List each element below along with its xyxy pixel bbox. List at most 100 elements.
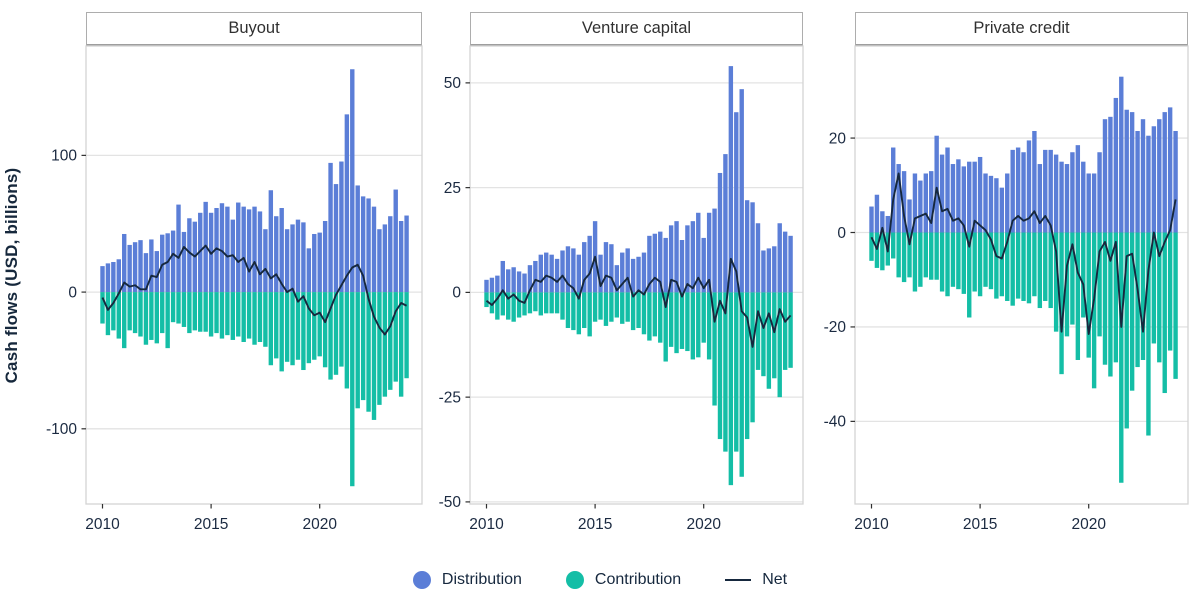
bar [511, 292, 516, 322]
bar [717, 292, 723, 440]
bar [744, 200, 750, 293]
bar [1113, 232, 1119, 363]
bar [495, 292, 500, 320]
bar [1010, 149, 1015, 233]
bar [901, 171, 907, 233]
bar [907, 232, 912, 278]
bar [712, 208, 717, 293]
bar [1162, 232, 1167, 394]
bar [344, 292, 350, 389]
bar [538, 254, 543, 293]
bar [739, 292, 744, 477]
x-tick-label: 2010 [85, 516, 120, 533]
bar [1102, 119, 1108, 233]
y-tick-label: 0 [452, 285, 461, 302]
bar [495, 275, 500, 293]
bar [1119, 232, 1124, 483]
legend-label: Distribution [441, 571, 522, 588]
bar [647, 292, 652, 341]
bar [360, 292, 366, 401]
panel-buyout: Buyout 100 0 -100 2010 2015 2020 [38, 0, 423, 545]
legend-item-contribution: Contribution [565, 571, 681, 589]
y-tick-label: -50 [439, 494, 462, 511]
bar [869, 206, 874, 233]
bar [284, 229, 290, 293]
bar [500, 260, 505, 293]
bar [301, 292, 306, 371]
bar [1167, 232, 1173, 351]
bar [929, 171, 934, 233]
bar [1015, 232, 1021, 299]
bar [263, 229, 268, 293]
bar [506, 269, 511, 293]
bar [565, 292, 571, 329]
bar [371, 206, 377, 293]
facet-title: Private credit [973, 19, 1070, 37]
bar [516, 292, 522, 318]
bar [652, 233, 658, 293]
bar [100, 292, 105, 324]
bar [994, 178, 999, 233]
bar [333, 292, 339, 375]
bar [1140, 232, 1146, 360]
bar [371, 292, 377, 420]
x-tick-label: 2020 [302, 516, 337, 533]
bar [1135, 130, 1140, 233]
bar [571, 248, 576, 293]
bar [170, 230, 176, 293]
bar [1053, 154, 1059, 233]
bar [934, 135, 939, 233]
net-line [485, 255, 792, 348]
bar [1151, 126, 1157, 233]
bar [999, 187, 1005, 233]
bar [582, 292, 587, 329]
bar [782, 292, 788, 370]
bar [582, 242, 587, 293]
bar [961, 232, 967, 294]
bar [1048, 232, 1053, 309]
bar [625, 292, 630, 322]
bar [950, 232, 956, 287]
bar [388, 292, 393, 390]
bar [603, 242, 609, 293]
bar [1124, 232, 1129, 429]
facet-strip-venture-capital: Venture capital [470, 12, 803, 46]
bar [522, 292, 527, 316]
bar [734, 292, 739, 452]
bar [636, 256, 641, 293]
bars-distribution [869, 76, 1178, 233]
bar [690, 221, 696, 293]
bar [230, 292, 236, 340]
panel-border [85, 45, 423, 505]
bar [874, 232, 880, 268]
bar [236, 202, 241, 293]
bar [1102, 232, 1108, 365]
bar [923, 173, 928, 233]
bar [679, 240, 685, 293]
bar [701, 237, 706, 293]
bar [891, 147, 896, 233]
net-line-icon [725, 579, 752, 581]
bar [268, 292, 274, 366]
bar [122, 292, 127, 349]
bar [377, 292, 382, 405]
bar [696, 292, 701, 358]
bar [176, 204, 181, 293]
net-line [101, 244, 408, 336]
bar [1032, 130, 1037, 233]
bar [111, 292, 116, 331]
bar [554, 292, 560, 314]
bar [527, 265, 533, 293]
bar [592, 292, 598, 322]
bar [1081, 232, 1086, 318]
bar [1157, 119, 1162, 233]
bar [246, 292, 252, 339]
bar [961, 166, 967, 233]
bar [1037, 232, 1043, 309]
bar [696, 212, 701, 293]
y-tick-label: -100 [46, 421, 77, 438]
facet-title: Venture capital [581, 19, 692, 37]
contribution-swatch-icon [565, 571, 584, 589]
bar [972, 161, 977, 233]
bar [328, 292, 333, 380]
